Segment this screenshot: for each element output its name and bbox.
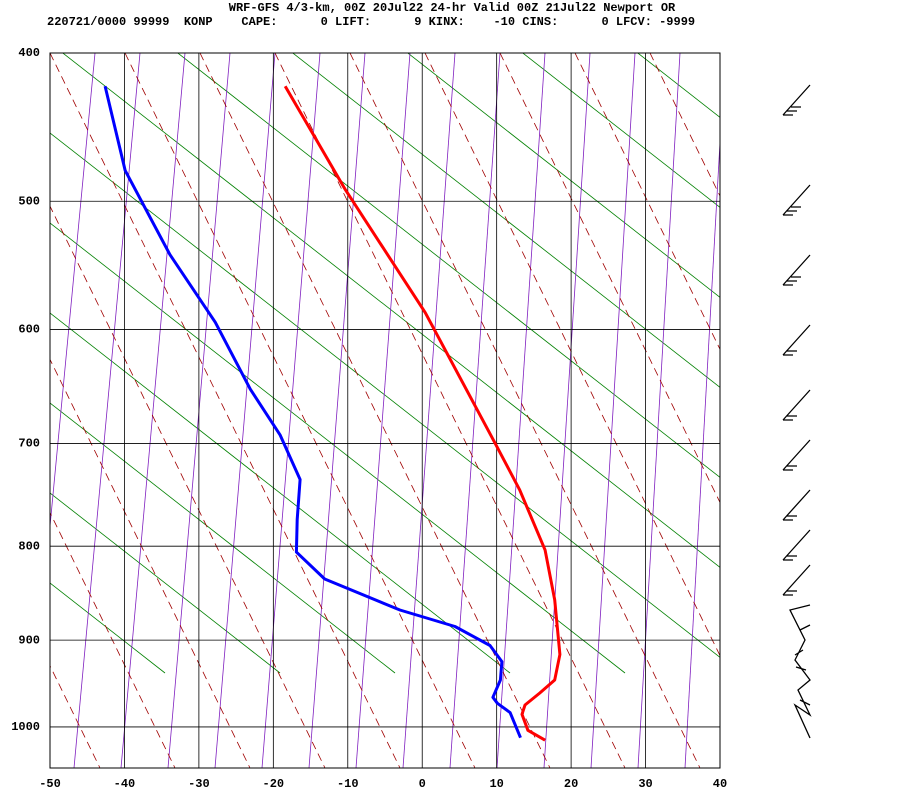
moist-adiabat xyxy=(355,53,411,768)
mixing-ratio xyxy=(199,53,551,768)
mixing-ratio xyxy=(574,53,720,351)
x-tick-label: 10 xyxy=(489,777,503,791)
dry-adiabat xyxy=(50,132,720,658)
y-tick-label: 900 xyxy=(18,633,40,647)
x-tick-label: 30 xyxy=(638,777,652,791)
plot-frame xyxy=(49,52,721,769)
wind-barb xyxy=(782,254,811,286)
y-tick-label: 600 xyxy=(18,323,40,337)
x-tick-label: -30 xyxy=(188,777,210,791)
dry-adiabat xyxy=(292,53,720,388)
y-tick-label: 1000 xyxy=(11,720,40,734)
mixing-ratio xyxy=(349,53,701,768)
profiles xyxy=(103,85,562,742)
x-tick-label: 0 xyxy=(419,777,426,791)
dry-adiabat xyxy=(407,53,720,298)
moist-adiabat xyxy=(73,53,141,768)
moist-adiabat xyxy=(261,53,321,768)
y-tick-label: 700 xyxy=(18,437,40,451)
mixing-ratio xyxy=(124,53,476,768)
y-tick-label: 400 xyxy=(18,46,40,60)
x-tick-label: -20 xyxy=(263,777,285,791)
moist-adiabat xyxy=(684,135,720,768)
x-tick-label: 40 xyxy=(713,777,727,791)
wind-barb xyxy=(782,389,811,421)
mixing-ratio xyxy=(875,53,900,768)
mixing-ratio xyxy=(800,53,900,768)
moist-adiabat xyxy=(50,53,96,531)
dry-adiabat xyxy=(50,222,626,674)
chart-title: WRF-GFS 4/3-km, 00Z 20Jul22 24-hr Valid … xyxy=(229,1,676,15)
x-tick-label: 20 xyxy=(564,777,578,791)
wind-barbs xyxy=(782,84,812,739)
moist-adiabat xyxy=(402,53,456,768)
moist-adiabat xyxy=(214,53,276,768)
moist-adiabat xyxy=(496,53,546,768)
dry-adiabat xyxy=(50,492,281,674)
mixing-ratio xyxy=(50,53,401,768)
mixing-ratio xyxy=(50,358,251,768)
x-tick-label: -50 xyxy=(39,777,61,791)
y-tick-label: 800 xyxy=(18,539,40,553)
dry-adiabat xyxy=(855,0,900,673)
wind-barb xyxy=(782,84,811,116)
dry-adiabat xyxy=(625,0,900,673)
moist-adiabat xyxy=(50,53,51,58)
background-lines xyxy=(0,0,900,768)
mixing-ratio xyxy=(274,53,626,768)
x-tick-label: -10 xyxy=(337,777,359,791)
wind-barb xyxy=(782,529,811,561)
wind-barb xyxy=(789,604,812,739)
dry-adiabat xyxy=(50,402,396,674)
moist-adiabat xyxy=(120,53,186,768)
y-tick-label: 500 xyxy=(18,194,40,208)
chart-subtitle: 220721/0000 99999 KONP CAPE: 0 LIFT: 9 K… xyxy=(47,15,695,29)
profile-line xyxy=(103,85,522,739)
wind-barb xyxy=(782,564,811,596)
mixing-ratio xyxy=(424,53,720,657)
moist-adiabat xyxy=(590,53,636,768)
grid: -50 -40 -30 -20 -10 0 10 20 30 40 400 500 600 700 800 9… xyxy=(11,46,727,791)
dry-adiabat xyxy=(177,53,720,478)
wind-barb xyxy=(782,489,811,521)
dry-adiabat xyxy=(522,53,720,208)
mixing-ratio xyxy=(0,53,25,768)
dry-adiabat xyxy=(637,53,720,118)
mixing-ratio xyxy=(649,53,720,197)
x-tick-label: -40 xyxy=(114,777,136,791)
moist-adiabat xyxy=(308,53,366,768)
moist-adiabat xyxy=(543,53,591,768)
profile-line xyxy=(283,85,562,742)
mixing-ratio xyxy=(50,511,176,768)
wind-barb xyxy=(782,184,811,216)
mixing-ratio xyxy=(499,53,720,504)
wind-barb xyxy=(782,324,811,356)
wind-barb xyxy=(782,439,811,471)
moist-adiabat xyxy=(449,53,501,768)
dry-adiabat xyxy=(50,312,511,674)
dry-adiabat xyxy=(740,0,900,673)
dry-adiabat xyxy=(62,53,720,568)
mixing-ratio xyxy=(725,53,900,768)
moist-adiabat xyxy=(637,53,681,768)
mixing-ratio xyxy=(50,205,326,768)
